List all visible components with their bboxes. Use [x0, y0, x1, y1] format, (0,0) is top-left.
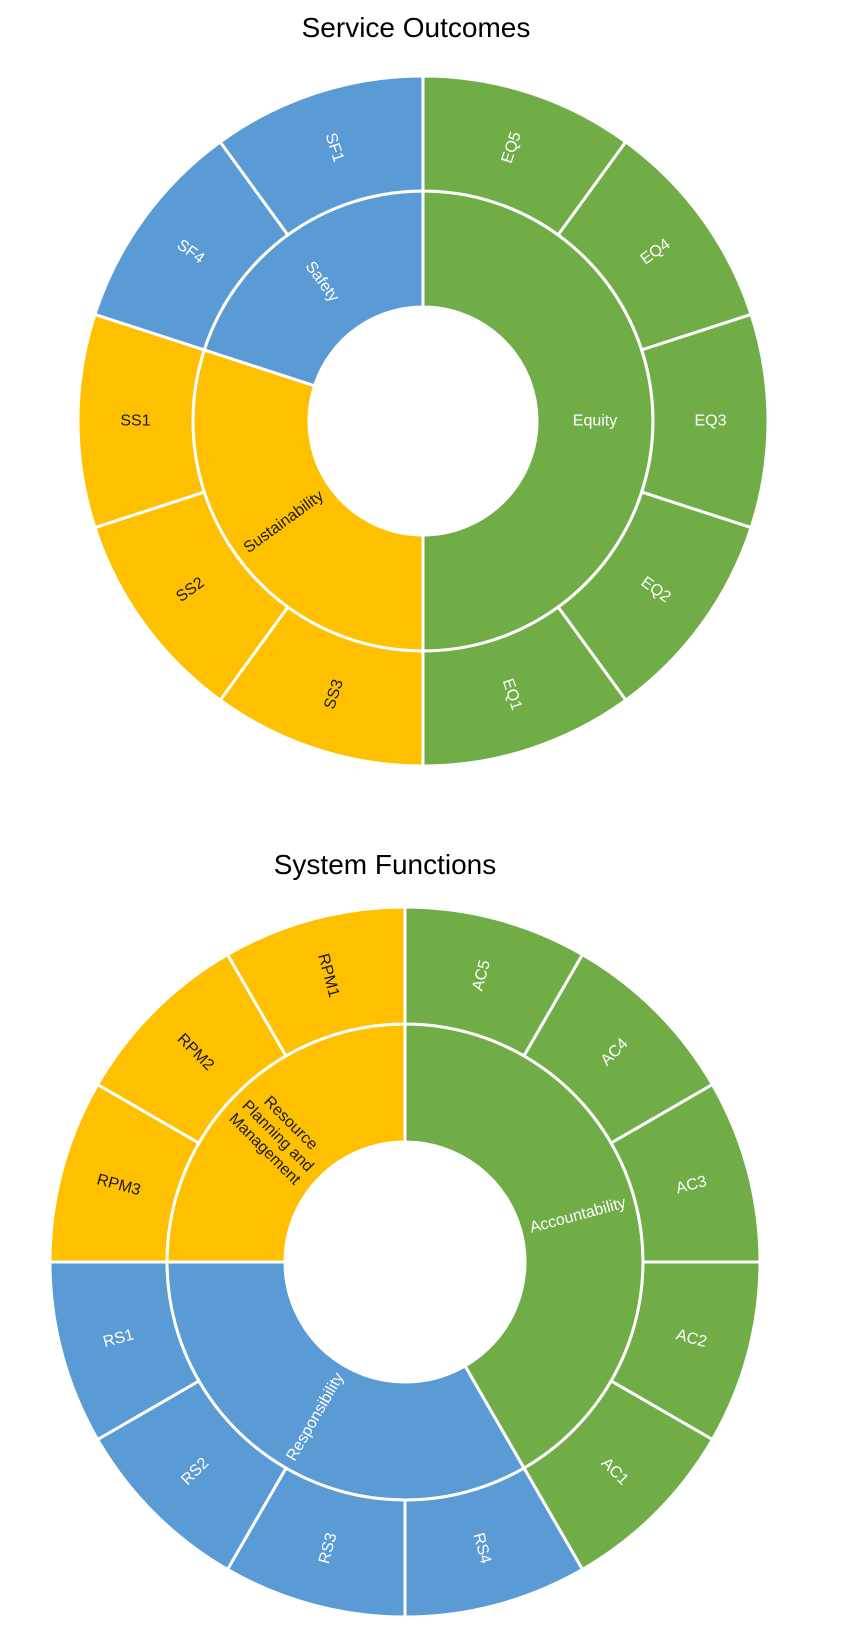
leaf-segment-rpm1: [225, 905, 407, 1058]
leaf-label-eq3: EQ3: [694, 413, 726, 430]
system-functions-sunburst: AC5AC4AC3AC2AC1AccountabilityRS4RS3RS2RS…: [48, 905, 762, 1619]
service-outcomes-sunburst: EQ5EQ4EQ3EQ2EQ1EquitySS3SS2SS1Sustainabi…: [76, 74, 770, 768]
chart-title-system-functions: System Functions: [274, 849, 497, 880]
leaf-segment-sf1: [218, 74, 425, 238]
leaf-label-ss1: SS1: [120, 413, 150, 430]
group-label-equity: Equity: [573, 413, 617, 430]
chart-title-service-outcomes: Service Outcomes: [302, 12, 531, 43]
